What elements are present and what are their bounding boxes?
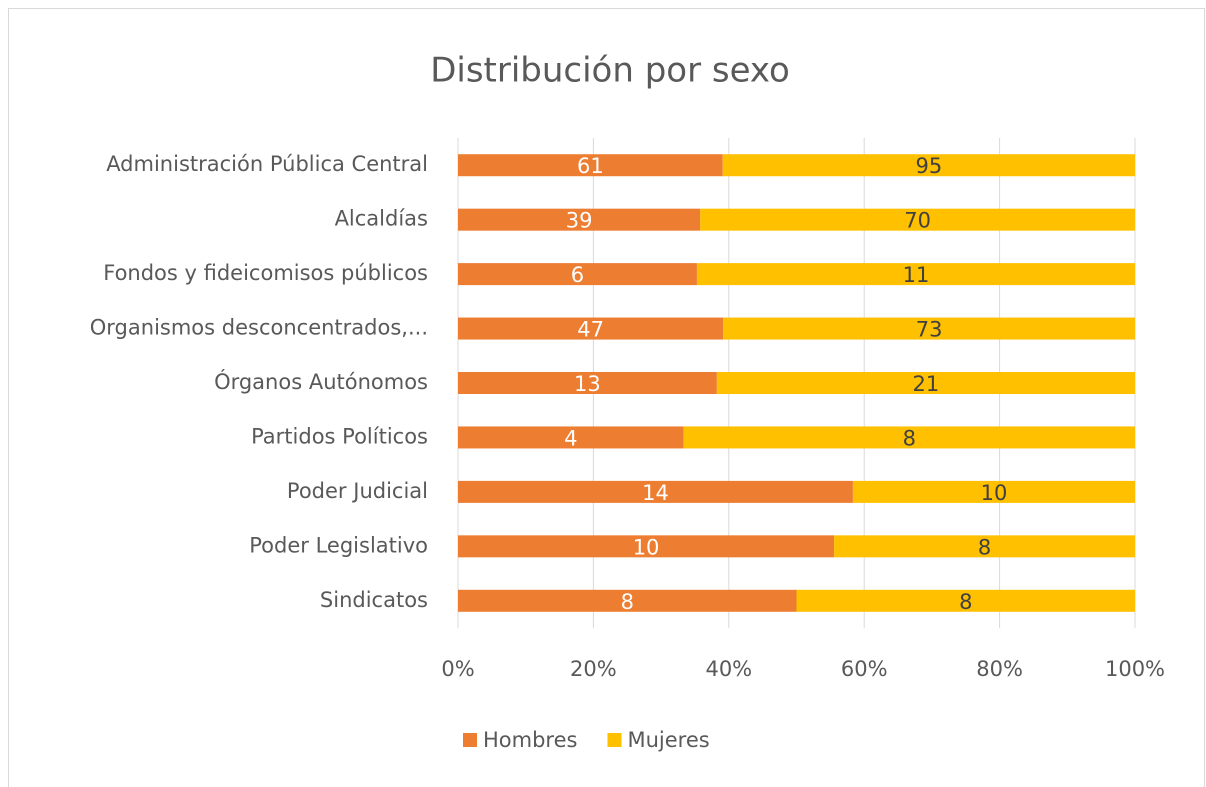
bar-segment (700, 208, 1135, 231)
data-label: 47 (577, 318, 604, 342)
y-tick-label: Organismos desconcentrados,... (90, 316, 428, 340)
y-tick-label: Poder Judicial (287, 479, 428, 503)
data-label: 4 (564, 426, 577, 450)
bar-segment (722, 154, 1135, 177)
bar-segment (458, 263, 697, 286)
data-label: 73 (916, 318, 943, 342)
bar-segment (458, 535, 835, 558)
data-label: 10 (981, 481, 1008, 505)
y-tick-label: Fondos y fideicomisos públicos (103, 261, 428, 285)
bar-segment (852, 480, 1135, 503)
bar-segment (458, 154, 723, 177)
x-tick-label: 100% (1105, 657, 1165, 681)
bar-segment (796, 589, 1135, 612)
legend-swatch (607, 733, 622, 747)
legend-label: Mujeres (627, 728, 709, 752)
data-label: 6 (571, 263, 584, 287)
legend-label: Hombres (483, 728, 577, 752)
x-tick-label: 80% (976, 657, 1023, 681)
bar-segment (458, 372, 717, 394)
bar-segment (458, 480, 853, 503)
x-tick-label: 0% (441, 657, 474, 681)
y-tick-label: Partidos Políticos (251, 424, 428, 448)
y-tick-label: Sindicatos (320, 588, 428, 612)
y-tick-label: Administración Pública Central (106, 152, 428, 176)
bar-segment (458, 426, 684, 449)
bar-segment (458, 589, 797, 612)
data-label: 21 (913, 372, 940, 396)
chart-border (8, 8, 1205, 787)
x-tick-label: 20% (570, 657, 617, 681)
x-tick-label: 40% (705, 657, 752, 681)
y-tick-label: Poder Legislativo (249, 533, 428, 557)
data-label: 13 (574, 372, 601, 396)
data-label: 8 (903, 426, 916, 450)
data-label: 14 (642, 481, 669, 505)
y-tick-label: Órganos Autónomos (214, 369, 428, 394)
bar-segment (696, 263, 1135, 286)
bar-segment (683, 426, 1135, 449)
chart-title: Distribución por sexo (430, 51, 790, 91)
data-label: 70 (904, 209, 931, 233)
data-label: 61 (577, 154, 604, 178)
data-label: 39 (566, 209, 593, 233)
legend-swatch (463, 733, 477, 747)
bar-segment (834, 535, 1135, 558)
bar-segment (458, 317, 724, 340)
bar-segment (723, 317, 1135, 340)
data-label: 10 (633, 535, 660, 559)
data-label: 8 (959, 590, 972, 614)
data-label: 95 (915, 154, 942, 178)
bar-segment (716, 372, 1135, 394)
x-tick-label: 60% (841, 657, 888, 681)
data-label: 8 (621, 590, 634, 614)
y-tick-label: Alcaldías (335, 207, 428, 231)
bar-segment (458, 208, 701, 231)
data-label: 8 (978, 535, 991, 559)
data-label: 11 (903, 263, 930, 287)
